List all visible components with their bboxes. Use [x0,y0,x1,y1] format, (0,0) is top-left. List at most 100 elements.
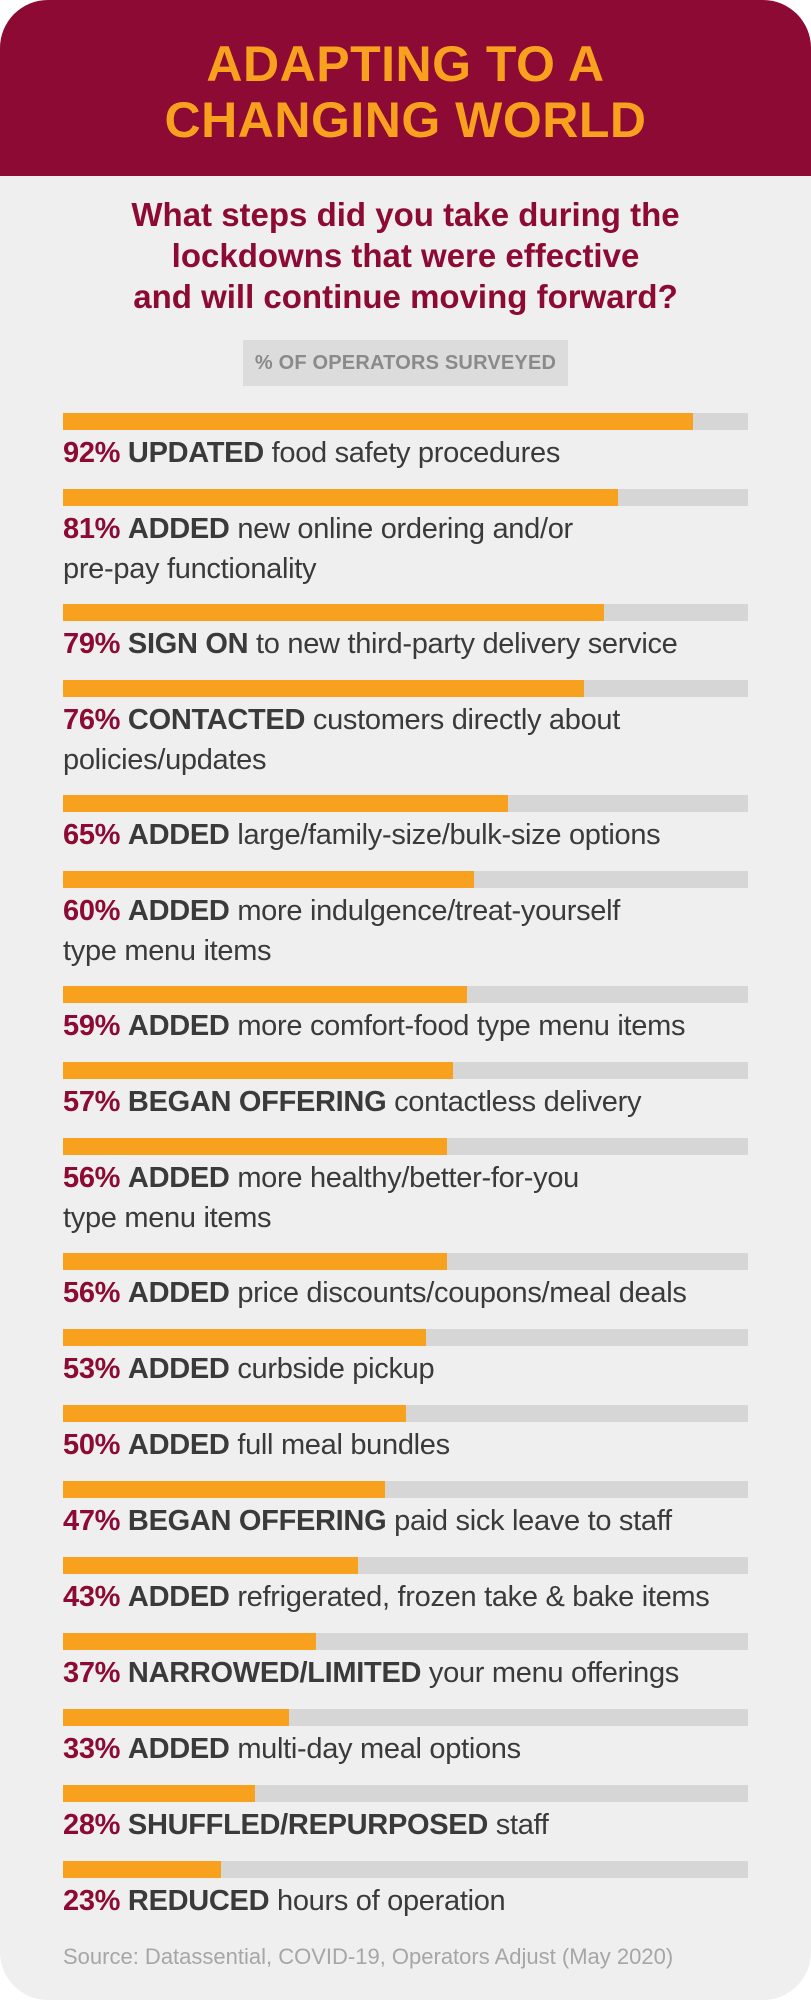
bar-value-label: 81% [63,513,121,545]
bar-label: 33% ADDED multi-day meal options [63,1729,773,1769]
bar-label: 56% ADDED price discounts/coupons/meal d… [63,1273,773,1313]
title-line-1: ADAPTING TO A [206,36,605,92]
bar-action-verb: ADDED [127,1277,230,1309]
bar-value-label: 59% [63,1010,121,1042]
bar-label: 50% ADDED full meal bundles [63,1425,773,1465]
bar-description-continued: type menu items [63,935,272,967]
axis-label-wrap: % OF OPERATORS SURVEYED [0,340,811,386]
bar-description: multi-day meal options [237,1733,521,1765]
bar-fill [63,986,468,1003]
axis-label: % OF OPERATORS SURVEYED [242,340,569,386]
bar-label: 47% BEGAN OFFERING paid sick leave to st… [63,1501,773,1541]
bar-description: curbside pickup [237,1353,435,1385]
bar-label: 56% ADDED more healthy/better-for-you typ… [63,1158,773,1238]
bar-track [63,1405,748,1422]
bar-label: 43% ADDED refrigerated, frozen take & ba… [63,1577,773,1617]
bar-description: price discounts/coupons/meal deals [237,1277,687,1309]
bar-description: more healthy/better-for-you [237,1162,579,1194]
bar-fill [63,604,605,621]
header-banner: ADAPTING TO A CHANGING WORLD [0,0,811,176]
title-line-2: CHANGING WORLD [164,92,647,148]
bar-description: staff [495,1809,549,1841]
bar-fill [63,1138,447,1155]
page-title: ADAPTING TO A CHANGING WORLD [0,36,811,148]
bar-value-label: 43% [63,1581,121,1613]
bar-value-label: 23% [63,1885,121,1917]
bar-fill [63,1062,454,1079]
bar-action-verb: ADDED [127,1429,230,1461]
bar-value-label: 60% [63,895,121,927]
bar-label: 81% ADDED new online ordering and/or pre-… [63,509,773,589]
bar-description: hours of operation [277,1885,506,1917]
bar-action-verb: SIGN ON [127,628,249,660]
bar-value-label: 76% [63,704,121,736]
bar-value-label: 56% [63,1162,121,1194]
question-line-2: lockdowns that were effective [171,237,640,274]
bar-fill [63,1633,317,1650]
bar-description: more indulgence/treat-yourself [237,895,621,927]
bar-track [63,1062,748,1079]
bar-description: contactless delivery [394,1086,642,1118]
bar-value-label: 57% [63,1086,121,1118]
bar-track [63,1785,748,1802]
bar-value-label: 50% [63,1429,121,1461]
bar-track [63,680,748,697]
bar-track [63,795,748,812]
bar-fill [63,489,618,506]
bar-action-verb: CONTACTED [127,704,306,736]
bar-track [63,1709,748,1726]
bar-value-label: 56% [63,1277,121,1309]
bar-label: 53% ADDED curbside pickup [63,1349,773,1389]
bar-description: your menu offerings [428,1657,679,1689]
bar-value-label: 28% [63,1809,121,1841]
source-note: Source: Datassential, COVID-19, Operator… [63,1944,674,1969]
bar-action-verb: UPDATED [127,437,264,469]
bar-track [63,986,748,1003]
bar-value-label: 53% [63,1353,121,1385]
bar-description: refrigerated, frozen take & bake items [237,1581,710,1613]
bar-label: 79% SIGN ON to new third-party delivery … [63,624,773,664]
bar-label: 76% CONTACTED customers directly about po… [63,700,773,780]
bar-action-verb: ADDED [127,1733,230,1765]
bar-action-verb: REDUCED [127,1885,270,1917]
bar-action-verb: BEGAN OFFERING [127,1086,387,1118]
bar-fill [63,1785,255,1802]
bar-fill [63,871,474,888]
bar-label: 59% ADDED more comfort-food type menu it… [63,1006,773,1046]
bar-label: 28% SHUFFLED/REPURPOSED staff [63,1805,773,1845]
bar-description: new online ordering and/or [237,513,573,545]
bar-action-verb: ADDED [127,1581,230,1613]
bar-label: 37% NARROWED/LIMITED your menu offerings [63,1653,773,1693]
bar-description-continued: pre-pay functionality [63,553,317,585]
bar-value-label: 92% [63,437,121,469]
bar-label: 92% UPDATED food safety procedures [63,433,773,473]
bar-track [63,1481,748,1498]
bar-fill [63,1861,221,1878]
bar-fill [63,1405,406,1422]
bar-track [63,489,748,506]
bar-description: more comfort-food type menu items [237,1010,686,1042]
bar-action-verb: SHUFFLED/REPURPOSED [127,1809,488,1841]
bar-value-label: 65% [63,819,121,851]
bar-fill [63,1253,447,1270]
bar-track [63,1253,748,1270]
bar-track [63,1557,748,1574]
bar-action-verb: ADDED [127,895,230,927]
bar-fill [63,413,694,430]
bar-fill [63,1557,358,1574]
bar-action-verb: NARROWED/LIMITED [127,1657,422,1689]
bar-action-verb: ADDED [127,1162,230,1194]
bar-value-label: 47% [63,1505,121,1537]
bar-action-verb: ADDED [127,513,230,545]
bar-track [63,1633,748,1650]
bar-description: paid sick leave to staff [394,1505,672,1537]
question-line-3: and will continue moving forward? [133,278,678,315]
bar-description: food safety procedures [271,437,561,469]
bar-track [63,604,748,621]
bar-description-continued: policies/updates [63,744,267,776]
bar-track [63,1329,748,1346]
bar-description: large/family-size/bulk-size options [237,819,661,851]
bar-label: 57% BEGAN OFFERING contactless delivery [63,1082,773,1122]
bar-action-verb: ADDED [127,819,230,851]
